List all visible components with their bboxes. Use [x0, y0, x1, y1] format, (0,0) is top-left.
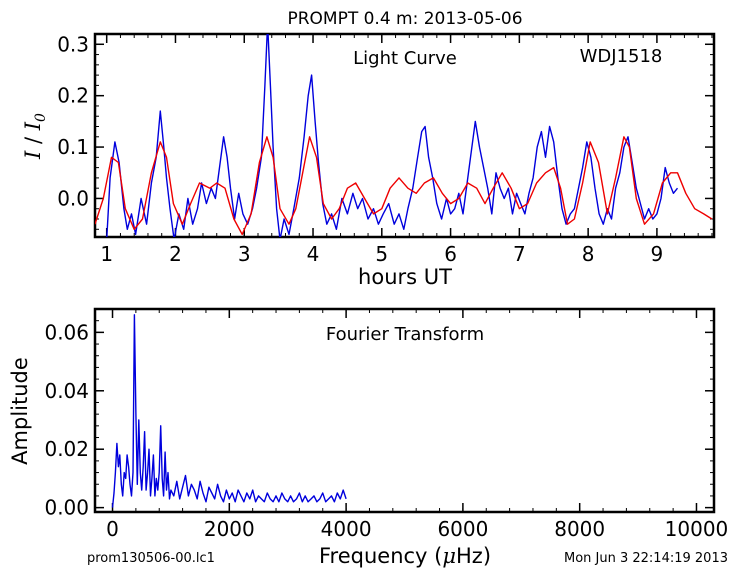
ft-xtick-label: 6000	[437, 517, 488, 541]
lc-xtick-label: 8	[582, 242, 595, 266]
ylabel-base: I	[21, 121, 45, 131]
fourier-series	[111, 314, 347, 508]
ft-xtick-label: 4000	[321, 517, 372, 541]
lc-xtick-label: 2	[169, 242, 182, 266]
fourier-xlabel-post: Hz)	[456, 544, 491, 568]
fourier-frame	[93, 307, 716, 514]
lc-ytick-label: 0.1	[57, 135, 89, 159]
fourier-xlabel-mu: μ	[442, 544, 456, 568]
light-curve-ylabel: I / I0	[21, 113, 49, 160]
figure-title: PROMPT 0.4 m: 2013-05-06	[287, 9, 522, 29]
ylabel-sub: 0	[33, 113, 49, 122]
lc-xtick-label: 5	[375, 242, 388, 266]
lc-xtick-label: 3	[238, 242, 251, 266]
lc-xtick-label: 6	[444, 242, 457, 266]
footer-filename: prom130506-00.lc1	[87, 551, 215, 566]
ft-xtick-label: 8000	[554, 517, 605, 541]
light-curve-series	[95, 34, 713, 237]
ft-ytick-label: 0.04	[44, 379, 89, 403]
lc-xtick-label: 1	[100, 242, 113, 266]
lc-data-line	[106, 34, 679, 237]
footer-timestamp: Mon Jun 3 22:14:19 2013	[564, 551, 728, 566]
fourier-label: Fourier Transform	[326, 324, 484, 345]
lc-model-line	[95, 136, 713, 236]
ft-xtick-label: 2000	[204, 517, 255, 541]
lc-xtick-label: 4	[307, 242, 320, 266]
fourier-xlabel-pre: Frequency (	[319, 544, 442, 568]
light-curve-xlabel: hours UT	[358, 265, 452, 289]
object-label: WDJ1518	[580, 46, 663, 67]
lc-ytick-label: 0.2	[57, 84, 89, 108]
ft-xtick-label: 10000	[665, 517, 729, 541]
fourier-ticks: 0 2000 4000 6000 8000 10000 0.00 0.02 0.04 0.06	[44, 309, 728, 541]
lc-xtick-label: 9	[651, 242, 664, 266]
light-curve-label: Light Curve	[353, 48, 457, 69]
fourier-panel: 0 2000 4000 6000 8000 10000 0.00 0.02 0.04 0.06 F…	[8, 307, 728, 568]
ft-ytick-label: 0.06	[44, 320, 89, 344]
ft-xtick-label: 0	[106, 517, 119, 541]
light-curve-frame	[93, 32, 716, 239]
lc-ytick-label: 0.0	[57, 186, 89, 210]
ylabel-main: I	[21, 150, 45, 160]
fourier-ylabel: Amplitude	[8, 357, 32, 465]
lc-xtick-label: 7	[513, 242, 526, 266]
light-curve-ticks: 1 2 3 4 5 6 7 8 9 0.0 0.1 0.2 0.3	[57, 32, 714, 266]
lc-ytick-label: 0.3	[57, 32, 89, 56]
fourier-xlabel: Frequency (μHz)	[319, 544, 491, 568]
ylabel-sep: /	[21, 130, 45, 150]
ft-data-line	[111, 314, 347, 508]
ft-ytick-label: 0.02	[44, 437, 89, 461]
light-curve-panel: 1 2 3 4 5 6 7 8 9 0.0 0.1 0.2 0.3 Light Curve WDJ151…	[21, 32, 716, 289]
ft-ytick-label: 0.00	[44, 496, 89, 520]
